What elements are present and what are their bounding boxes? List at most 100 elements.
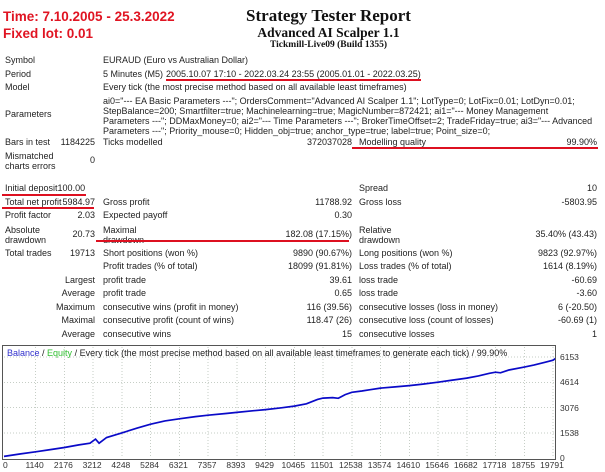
model-label: Model (5, 82, 30, 92)
row-period: Period 5 Minutes (M5) 2005.10.07 17:10 - … (5, 68, 597, 82)
abs-dd-label: Absolute drawdown (5, 224, 47, 245)
avg-profit-value: 0.65 (334, 288, 352, 298)
server-build: Tickmill-Live09 (Build 1355) (269, 40, 387, 50)
row-net-profit: Total net profit 5984.97 Gross profit 1178… (2, 196, 597, 209)
balance-curve-svg (3, 347, 557, 458)
avg-losses-value: 1 (591, 328, 597, 339)
redline-initial-deposit (2, 193, 86, 196)
trades-value: 19713 (69, 247, 95, 258)
largest-label: Largest (64, 274, 95, 285)
spread-label: Spread (359, 183, 389, 193)
x-tick-label: 14610 (396, 460, 421, 470)
x-tick-label: 18755 (511, 460, 536, 470)
ticks-value: 372037028 (306, 136, 352, 147)
x-tick-label: 12538 (338, 460, 363, 470)
short-value: 9890 (90.67%) (292, 247, 352, 258)
redline-modelling-quality (352, 147, 598, 149)
x-tick-label: 13574 (367, 460, 392, 470)
largest-profit-value: 39.61 (329, 274, 352, 285)
abs-dd-value: 20.73 (72, 228, 95, 239)
y-tick-label: 1538 (560, 427, 579, 438)
spacer (5, 173, 597, 182)
bars-label: Bars in test (5, 136, 51, 147)
max-losses-label: consecutive losses (loss in money) (359, 301, 499, 312)
row-profit-factor: Profit factor 2.03 Expected payoff 0.30 (5, 209, 597, 223)
balance-chart: Balance / Equity / Every tick (the most … (0, 345, 605, 472)
quality-value: 99.90% (566, 136, 597, 147)
x-tick-label: 6321 (168, 460, 188, 470)
largest-profit-label: profit trade (103, 274, 147, 285)
gross-loss-value: -5803.95 (561, 196, 597, 207)
rel-dd-label: Relative drawdown (359, 224, 401, 245)
quality-label: Modelling quality (359, 136, 427, 147)
balance-line (3, 357, 557, 458)
row-symbol: Symbol EURAUD (Euro vs Australian Dollar… (5, 54, 597, 68)
y-tick-label: 4614 (560, 377, 579, 388)
profit-trades-label: Profit trades (% of total) (103, 261, 198, 271)
max-dd-label: Maximal drawdown (103, 224, 144, 245)
avg-profit-label: profit trade (103, 288, 147, 298)
net-label: Total net profit (5, 196, 62, 207)
gross-loss-label: Gross loss (359, 196, 402, 207)
bars-value: 1184225 (60, 136, 95, 147)
report-header: Time: 7.10.2005 - 25.3.2022 Fixed lot: 0… (0, 0, 605, 54)
avg-wins-label: consecutive wins (103, 328, 172, 339)
max-loss-label: consecutive loss (count of losses) (359, 315, 494, 325)
largest-loss-label: loss trade (359, 274, 399, 285)
legend-balance: Balance (7, 348, 40, 358)
period-dates-underlined: 2005.10.07 17:10 - 2022.03.24 23:55 (200… (166, 68, 421, 81)
row-parameters: Parameters ai0="--- EA Basic Parameters … (5, 95, 597, 136)
period-value: 5 Minutes (M5) 2005.10.07 17:10 - 2022.03… (95, 68, 597, 82)
x-tick-label: 2176 (53, 460, 73, 470)
report-table: Symbol EURAUD (Euro vs Australian Dollar… (2, 54, 598, 341)
x-tick-label: 17718 (482, 460, 507, 470)
avg-wins-value: 15 (341, 328, 352, 339)
page-title: Strategy Tester Report (246, 6, 411, 25)
row-maximum-consecutive: Maximum consecutive wins (profit in mone… (5, 301, 597, 315)
gross-profit-value: 11788.92 (315, 196, 352, 207)
x-tick-label: 10465 (281, 460, 306, 470)
x-tick-label: 0 (3, 460, 8, 470)
symbol-value: EURAUD (Euro vs Australian Dollar) (103, 55, 249, 65)
legend-equity: Equity (47, 348, 73, 358)
maximal-label: Maximal (61, 315, 95, 325)
chart-legend: Balance / Equity / Every tick (the most … (7, 347, 507, 359)
x-tick-label: 19791 (540, 460, 564, 470)
chart-plot-area: Balance / Equity / Every tick (the most … (2, 345, 557, 460)
row-total-trades: Total trades 19713 Short positions (won %… (5, 247, 597, 261)
row-maximal-consecutive: Maximal consecutive profit (count of win… (5, 314, 597, 328)
largest-loss-value: -60.69 (571, 274, 597, 285)
x-tick-label: 1140 (25, 460, 44, 470)
x-tick-label: 5284 (140, 460, 160, 470)
maximum-label: Maximum (55, 301, 95, 312)
trades-label: Total trades (5, 247, 52, 258)
parameters-value: ai0="--- EA Basic Parameters ---"; Order… (103, 95, 593, 136)
mismatch-value: 0 (89, 155, 95, 166)
average-label: Average (61, 288, 95, 298)
x-tick-label: 4248 (111, 460, 131, 470)
report-titles: Strategy Tester Report Advanced AI Scalp… (26, 0, 605, 51)
x-tick-label: 11501 (310, 460, 334, 470)
loss-trades-label: Loss trades (% of total) (359, 261, 452, 271)
pf-value: 2.03 (77, 210, 95, 220)
max-dd-value: 182.08 (17.15%) (285, 228, 352, 239)
legend-description: / Every tick (the most precise method ba… (72, 348, 508, 358)
spread-value: 10 (586, 183, 597, 193)
average2-label: Average (61, 328, 95, 339)
x-tick-label: 9429 (255, 460, 275, 470)
avg-loss-label: loss trade (359, 288, 399, 298)
avg-loss-value: -3.60 (576, 288, 597, 298)
x-tick-label: 8393 (226, 460, 246, 470)
max-wins-value: 116 (39.56) (306, 301, 352, 312)
max-profit-value: 118.47 (26) (306, 315, 352, 325)
y-tick-label: 3076 (560, 402, 579, 413)
deposit-label: Initial deposit (5, 183, 58, 193)
payoff-label: Expected payoff (103, 210, 168, 220)
parameters-label: Parameters (5, 109, 52, 120)
row-largest: Largest profit trade 39.61 loss trade -60.… (5, 274, 597, 288)
rel-dd-value: 35.40% (43.43) (535, 228, 597, 239)
row-average-trade: Average profit trade 0.65 loss trade -3.60 (5, 287, 597, 301)
ea-name: Advanced AI Scalper 1.1 (257, 25, 400, 40)
max-wins-label: consecutive wins (profit in money) (103, 301, 239, 312)
